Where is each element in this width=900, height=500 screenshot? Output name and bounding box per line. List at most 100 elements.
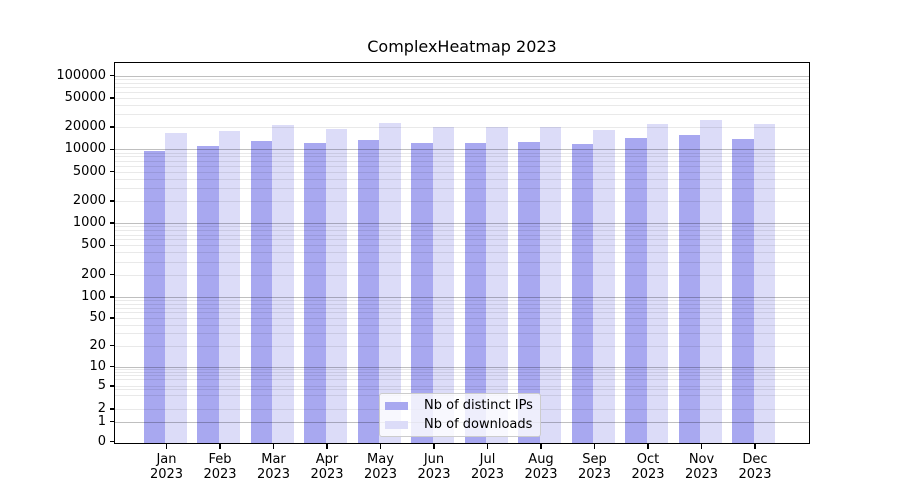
ytick-label-100: 100: [81, 288, 106, 304]
xtick-mark-jun: [433, 444, 435, 449]
gridline-minor-700: [115, 234, 809, 236]
bar-downloads-mar: [272, 125, 294, 443]
gridline-minor-60: [115, 312, 809, 314]
gridline-minor-8: [115, 372, 809, 373]
bar-downloads-oct: [646, 123, 668, 443]
gridline-minor-50000: [115, 97, 809, 99]
xtick-year: 2023: [577, 467, 612, 482]
gridline-major-10: [115, 366, 809, 368]
gridline-minor-80: [115, 303, 809, 305]
gridline-minor-9: [115, 369, 809, 371]
gridline-minor-30: [115, 333, 809, 335]
bar-distinct-ips-jul: [464, 142, 486, 443]
ytick-label-20: 20: [89, 337, 106, 353]
ytick-mark-2: [110, 408, 115, 410]
xtick-mark-jul: [486, 444, 489, 449]
gridline-minor-5: [115, 386, 809, 387]
bar-downloads-sep: [593, 129, 615, 443]
xtick-month: May: [367, 452, 394, 467]
bar-distinct-ips-aug: [518, 141, 540, 443]
bar-downloads-jun: [432, 127, 454, 443]
gridline-minor-90000: [115, 79, 809, 81]
gridline-major-1000: [115, 223, 809, 225]
ytick-label-50000: 50000: [64, 89, 106, 105]
xtick-mark-dec: [754, 444, 756, 449]
ytick-mark-20: [110, 345, 115, 347]
legend-swatch-downloads: [385, 420, 408, 429]
ytick-mark-50: [110, 317, 115, 319]
gridline-minor-40000: [115, 104, 809, 106]
ytick-label-200: 200: [81, 266, 106, 282]
xtick-year: 2023: [631, 467, 665, 482]
xtick-month: Apr: [315, 452, 339, 467]
ytick-mark-1000: [110, 222, 115, 224]
xtick-label-nov: Nov 2023: [672, 452, 732, 482]
bar-distinct-ips-jun: [411, 142, 433, 443]
bar-distinct-ips-feb: [197, 145, 219, 443]
bar-distinct-ips-oct: [625, 137, 647, 443]
ytick-mark-5: [110, 385, 115, 387]
gridline-minor-40: [115, 324, 809, 326]
gridline-major-100: [115, 296, 809, 298]
legend-label-downloads: Nb of downloads: [424, 417, 533, 432]
ytick-mark-500: [110, 244, 115, 246]
xtick-month: Jul: [479, 452, 496, 467]
plot-area: [114, 62, 810, 444]
gridline-minor-2000: [115, 200, 809, 202]
legend-swatch-distinct-ips: [385, 401, 408, 410]
ytick-mark-2000: [110, 200, 115, 202]
legend: Nb of distinct IPs Nb of downloads: [379, 393, 541, 437]
ytick-mark-1: [110, 420, 115, 423]
xtick-mark-oct: [647, 444, 649, 449]
gridline-minor-20000: [115, 127, 809, 129]
xtick-year: 2023: [256, 467, 291, 482]
gridline-minor-30000: [115, 114, 809, 116]
ytick-label-1: 1: [97, 413, 106, 429]
xtick-year: 2023: [738, 467, 772, 482]
gridline-minor-70000: [115, 87, 809, 89]
gridline-minor-3000: [115, 187, 809, 189]
bar-downloads-jan: [165, 133, 187, 443]
ytick-label-5000: 5000: [72, 163, 106, 179]
gridline-minor-20: [115, 345, 809, 347]
legend-label-distinct-ips: Nb of distinct IPs: [424, 398, 533, 413]
chart-title: ComplexHeatmap 2023: [367, 37, 557, 56]
bar-distinct-ips-jan: [143, 150, 165, 443]
ytick-label-10000: 10000: [64, 141, 106, 157]
xtick-mark-may: [379, 444, 382, 449]
gridline-minor-200: [115, 274, 809, 276]
bar-distinct-ips-nov: [678, 134, 700, 443]
gridline-minor-600: [115, 239, 809, 241]
gridline-minor-300: [115, 261, 809, 263]
grid-layer: [115, 63, 809, 443]
ytick-mark-5000: [110, 170, 115, 173]
bar-downloads-aug: [539, 126, 561, 443]
ytick-label-5: 5: [97, 378, 106, 393]
xtick-year: 2023: [417, 467, 451, 482]
xtick-year: 2023: [363, 467, 398, 482]
xtick-label-may: May 2023: [351, 452, 411, 482]
gridline-minor-70: [115, 307, 809, 309]
bars-layer: [115, 63, 809, 443]
xtick-month: Nov: [688, 452, 715, 467]
xtick-year: 2023: [203, 467, 237, 482]
xtick-month: Jun: [423, 452, 445, 467]
xtick-label-oct: Oct 2023: [618, 452, 678, 482]
gridline-minor-4: [115, 388, 809, 390]
ytick-mark-10000: [110, 148, 115, 150]
bar-distinct-ips-sep: [571, 143, 593, 443]
xtick-label-jan: Jan 2023: [137, 452, 197, 482]
xtick-label-feb: Feb 2023: [190, 452, 250, 482]
bar-downloads-may: [379, 122, 401, 443]
gridline-minor-900: [115, 226, 809, 228]
ytick-mark-10: [110, 366, 115, 368]
gridline-minor-50: [115, 317, 809, 319]
xtick-month: Sep: [582, 452, 607, 467]
xtick-label-jun: Jun 2023: [404, 452, 464, 482]
gridline-minor-9000: [115, 152, 809, 154]
ytick-label-2: 2: [97, 401, 106, 416]
xtick-year: 2023: [524, 467, 558, 482]
xtick-month: Mar: [261, 452, 286, 467]
bar-downloads-feb: [218, 130, 240, 443]
